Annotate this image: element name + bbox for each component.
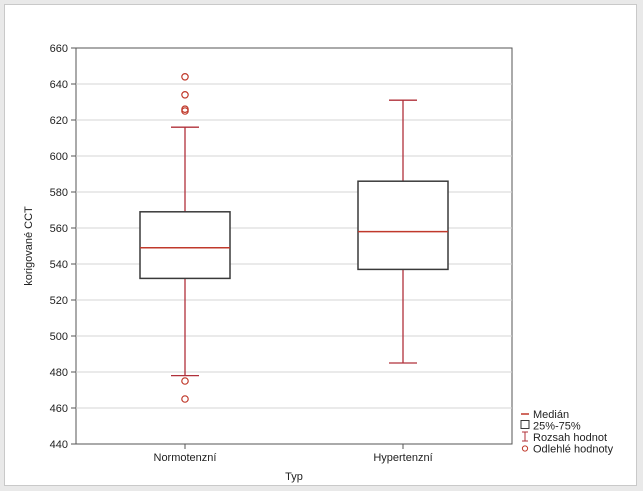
y-tick-label: 480: [50, 367, 68, 379]
x-axis-ticks: Normotenzní Hypertenzní: [154, 444, 433, 464]
y-tick-label: 500: [50, 331, 68, 343]
y-tick-label: 460: [50, 403, 68, 415]
y-tick-label: 440: [50, 439, 68, 451]
y-tick-label: 600: [50, 151, 68, 163]
legend-label: Odlehlé hodnoty: [533, 444, 614, 456]
y-axis-ticks: 440 460 480 500 520 540 560 580 600 620 640 660: [50, 43, 76, 451]
x-tick-label: Normotenzní: [154, 452, 217, 464]
x-tick-label: Hypertenzní: [373, 452, 432, 464]
y-tick-label: 580: [50, 187, 68, 199]
outlier-point: [181, 107, 189, 115]
box-2: [357, 99, 449, 364]
y-tick-label: 620: [50, 115, 68, 127]
box-1: [139, 73, 231, 403]
y-tick-label: 660: [50, 43, 68, 55]
x-axis-title: Typ: [285, 471, 303, 483]
y-tick-label: 540: [50, 259, 68, 271]
iqr-box: [139, 211, 231, 280]
legend-item: 25%-75%: [520, 420, 581, 433]
y-tick-label: 520: [50, 295, 68, 307]
legend-item: Rozsah hodnot: [522, 431, 607, 444]
legend-outlier-swatch: [521, 445, 529, 452]
y-tick-label: 640: [50, 79, 68, 91]
outlier-point: [181, 395, 189, 403]
legend-item: Medián: [521, 409, 569, 421]
legend-label: Medián: [533, 409, 569, 421]
outlier-point: [181, 91, 189, 99]
outlier-point: [181, 73, 189, 81]
legend-box-swatch: [520, 420, 530, 429]
legend-item: Odlehlé hodnoty: [521, 444, 614, 456]
iqr-box: [357, 180, 449, 271]
legend-label: 25%-75%: [533, 421, 581, 433]
legend-label: Rozsah hodnot: [533, 432, 607, 444]
outlier-point: [181, 377, 189, 385]
y-tick-label: 560: [50, 223, 68, 235]
boxes: [139, 73, 449, 403]
y-axis-title: korigované CCT: [23, 206, 35, 286]
